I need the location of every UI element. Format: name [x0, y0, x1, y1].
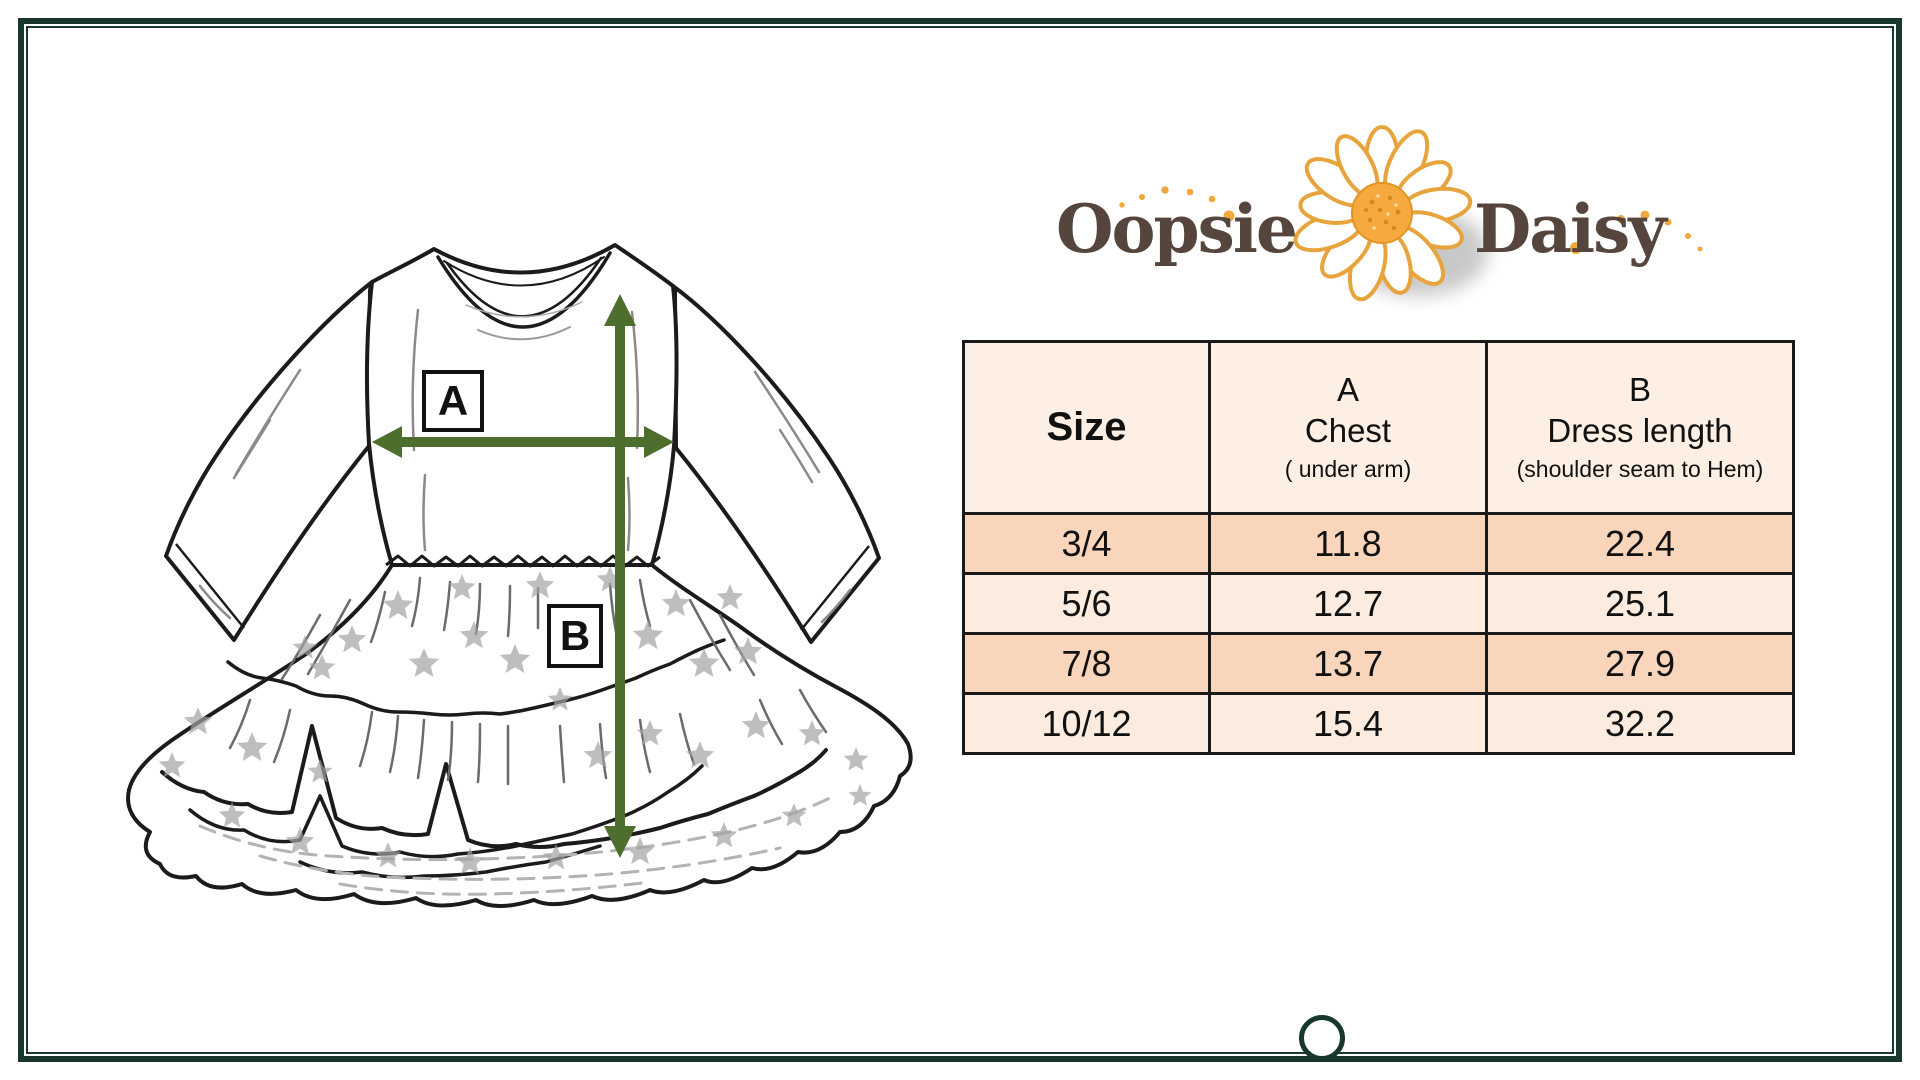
table-row: 5/6 12.7 25.1 [962, 572, 1795, 635]
logo-text-daisy: Daisy [1474, 190, 1667, 268]
logo-dots-right [1570, 210, 1703, 254]
header-size-label: Size [1046, 405, 1127, 449]
cell-length: 32.2 [1485, 692, 1795, 755]
skirt-silhouette [126, 563, 913, 908]
header-size: Size [962, 340, 1211, 515]
header-chest: A Chest ( under arm) [1208, 340, 1488, 515]
daisy-flower-icon [1293, 125, 1488, 302]
daisy-center [1351, 182, 1413, 244]
ruffle-texture-lines [198, 796, 832, 896]
cell-length: 25.1 [1485, 572, 1795, 635]
cell-length: 22.4 [1485, 512, 1795, 575]
cell-size: 10/12 [962, 692, 1211, 755]
header-chest-letter: A [1336, 371, 1359, 408]
header-length-letter: B [1628, 371, 1651, 408]
neckline-lines [436, 251, 612, 341]
header-chest-label: Chest [1304, 412, 1392, 450]
cell-size: 5/6 [962, 572, 1211, 635]
cell-chest: 15.4 [1208, 692, 1488, 755]
label-b-box: B [547, 604, 603, 668]
cell-size: 7/8 [962, 632, 1211, 695]
label-b-text: B [560, 612, 590, 659]
measurement-arrow-b [604, 294, 636, 858]
label-a-box: A [422, 370, 484, 432]
cell-chest: 12.7 [1208, 572, 1488, 635]
cell-chest: 11.8 [1208, 512, 1488, 575]
table-row: 3/4 11.8 22.4 [962, 512, 1795, 575]
page-border-outer [18, 18, 1902, 1062]
skirt-tier-lines [160, 638, 828, 880]
logo-dots-left [1119, 186, 1235, 222]
measurement-arrow-a [372, 426, 674, 458]
dress-bodice [365, 243, 679, 567]
cell-chest: 13.7 [1208, 632, 1488, 695]
table-header-row: Size A Chest ( under arm) B Dress length… [962, 340, 1795, 515]
cell-size: 3/4 [962, 512, 1211, 575]
table-row: 10/12 15.4 32.2 [962, 692, 1795, 755]
size-chart-table: Size A Chest ( under arm) B Dress length… [962, 340, 1795, 755]
cell-length: 27.9 [1485, 632, 1795, 695]
dress-sleeves [164, 280, 881, 644]
logo-text-oopsie: Oopsie [1056, 190, 1298, 268]
bodice-sketch-lines [198, 308, 852, 624]
header-length-label: Dress length [1547, 412, 1733, 450]
label-a-text: A [438, 377, 468, 424]
sleeve-cuff-lines [175, 543, 870, 631]
logo-daisy-and-dots [1119, 125, 1703, 302]
decorative-circle [1299, 1015, 1345, 1061]
page-border-inner [26, 26, 1894, 1054]
header-length: B Dress length (shoulder seam to Hem) [1485, 340, 1795, 515]
table-row: 7/8 13.7 27.9 [962, 632, 1795, 695]
header-length-note: (shoulder seam to Hem) [1516, 455, 1764, 482]
header-chest-note: ( under arm) [1284, 455, 1412, 482]
